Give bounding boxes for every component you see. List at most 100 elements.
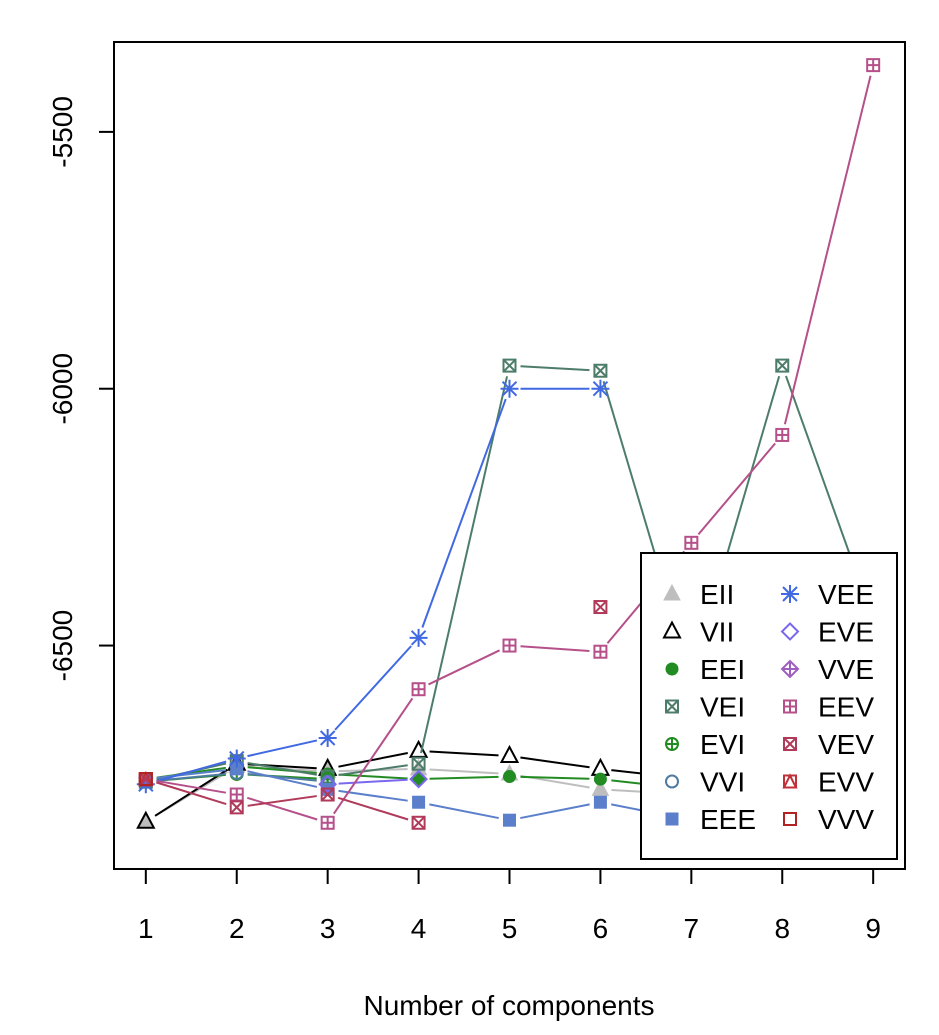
point-vvv-1 — [138, 772, 153, 787]
line-segment-vee — [156, 760, 227, 783]
legend-marker-eii — [663, 583, 681, 601]
line-segment-vvi — [247, 773, 317, 782]
point-vev-4 — [411, 815, 426, 830]
line-segment-vii — [338, 752, 408, 768]
point-vei-8 — [775, 358, 790, 373]
point-eei-4 — [412, 772, 426, 786]
line-segment-vei — [420, 376, 509, 754]
line-segment-vvi — [156, 773, 226, 782]
legend-label-vee: VEE — [818, 579, 874, 610]
x-tick-label-9: 9 — [865, 913, 881, 944]
legend-marker-vvv — [783, 812, 797, 826]
point-vee-5 — [500, 379, 519, 398]
line-segment-eei — [338, 773, 408, 780]
line-segment-vii — [520, 756, 590, 769]
legend-item-evi: EVI — [665, 729, 745, 760]
point-vee-3 — [318, 729, 337, 748]
legend-label-vev: VEV — [818, 729, 874, 760]
legend-marker-evi — [665, 737, 679, 751]
y-tick-label--5500: -5500 — [47, 96, 78, 168]
y-tick-label--6500: -6500 — [47, 610, 78, 682]
line-segment-vei — [520, 365, 590, 372]
point-eve-3 — [318, 774, 338, 794]
legend-label-vei: VEI — [700, 692, 745, 723]
x-tick-label-1: 1 — [138, 913, 154, 944]
legend-marker-vev — [783, 737, 797, 751]
line-segment-vei — [338, 764, 408, 776]
legend-marker-vee — [781, 585, 799, 603]
legend-label-eev: EEV — [818, 692, 874, 723]
point-eev-9 — [866, 58, 881, 73]
legend: EII VII EEI VEI EVI VVI EEE VEE EVE VVE EEV VEV EVV V… — [640, 552, 898, 860]
x-tick-label-4: 4 — [411, 913, 427, 944]
point-eee-5 — [503, 813, 516, 827]
line-segment-eii — [429, 768, 499, 775]
legend-label-eei: EEI — [700, 654, 745, 685]
line-segment-eev — [428, 649, 501, 686]
line-segment-vei — [247, 761, 317, 776]
legend-item-vii: VII — [662, 617, 734, 648]
x-axis: 1 2 3 4 5 6 7 8 9 — [138, 868, 881, 944]
legend-item-eev: EEV — [783, 692, 874, 723]
line-segment-vev — [156, 781, 227, 806]
line-segment-eee — [429, 803, 499, 820]
legend-label-eee: EEE — [700, 804, 756, 835]
legend-marker-eee — [665, 812, 679, 826]
line-segment-eee — [247, 770, 318, 788]
line-segment-eev — [246, 796, 318, 821]
legend-marker-eve — [780, 622, 800, 641]
line-segment-vev — [337, 796, 409, 821]
point-vee-4 — [409, 628, 428, 647]
legend-item-eve: EVE — [780, 617, 874, 648]
x-tick-label-3: 3 — [320, 913, 336, 944]
point-eve-4 — [409, 769, 428, 789]
legend-label-vvv: VVV — [818, 804, 874, 835]
point-vei-6 — [593, 363, 608, 378]
point-vee-6 — [591, 379, 610, 398]
line-segment-eei — [520, 775, 590, 780]
point-eee-4 — [412, 795, 426, 809]
legend-label-evv: EVV — [818, 767, 874, 798]
line-segment-eev — [697, 442, 776, 536]
line-segment-eev — [520, 645, 590, 652]
legend-item-eee: EEE — [665, 804, 756, 835]
x-tick-label-5: 5 — [502, 913, 518, 944]
legend-marker-eei — [665, 662, 679, 676]
point-eev-6 — [593, 644, 608, 659]
legend-marker-eev — [783, 699, 797, 714]
legend-item-vvi: VVI — [665, 767, 745, 798]
line-segment-vev — [247, 795, 317, 807]
legend-marker-vei — [665, 699, 679, 714]
x-axis-title: Number of components — [363, 990, 654, 1021]
legend-label-vvi: VVI — [700, 767, 745, 798]
legend-item-vve: VVE — [780, 654, 874, 685]
point-eei-6 — [593, 772, 607, 786]
legend-marker-vve — [780, 659, 800, 679]
x-tick-label-8: 8 — [774, 913, 790, 944]
legend-item-evv: EVV — [782, 767, 874, 798]
line-segment-eve — [338, 778, 408, 785]
point-eii-6 — [591, 779, 610, 796]
series-vii — [136, 739, 702, 829]
legend-item-eii: EII — [663, 579, 734, 610]
line-segment-vii — [429, 750, 499, 757]
legend-marker-evv — [782, 773, 798, 789]
x-tick-label-7: 7 — [684, 913, 700, 944]
line-segment-vee — [421, 398, 507, 628]
legend-item-vev: VEV — [783, 729, 874, 760]
legend-label-eve: EVE — [818, 617, 874, 648]
point-eev-4 — [411, 682, 426, 697]
point-vii-5 — [499, 744, 520, 763]
line-segment-vee — [334, 645, 412, 731]
point-eev-7 — [684, 535, 699, 550]
legend-label-eii: EII — [700, 579, 734, 610]
line-segment-eev — [333, 697, 414, 815]
line-segment-eee — [338, 789, 408, 802]
point-eev-8 — [775, 427, 790, 442]
point-eee-6 — [593, 795, 607, 809]
x-tick-label-6: 6 — [593, 913, 609, 944]
point-vev-3 — [320, 787, 335, 802]
y-tick-label--6000: -6000 — [47, 353, 78, 425]
line-segment-eev — [783, 75, 872, 425]
